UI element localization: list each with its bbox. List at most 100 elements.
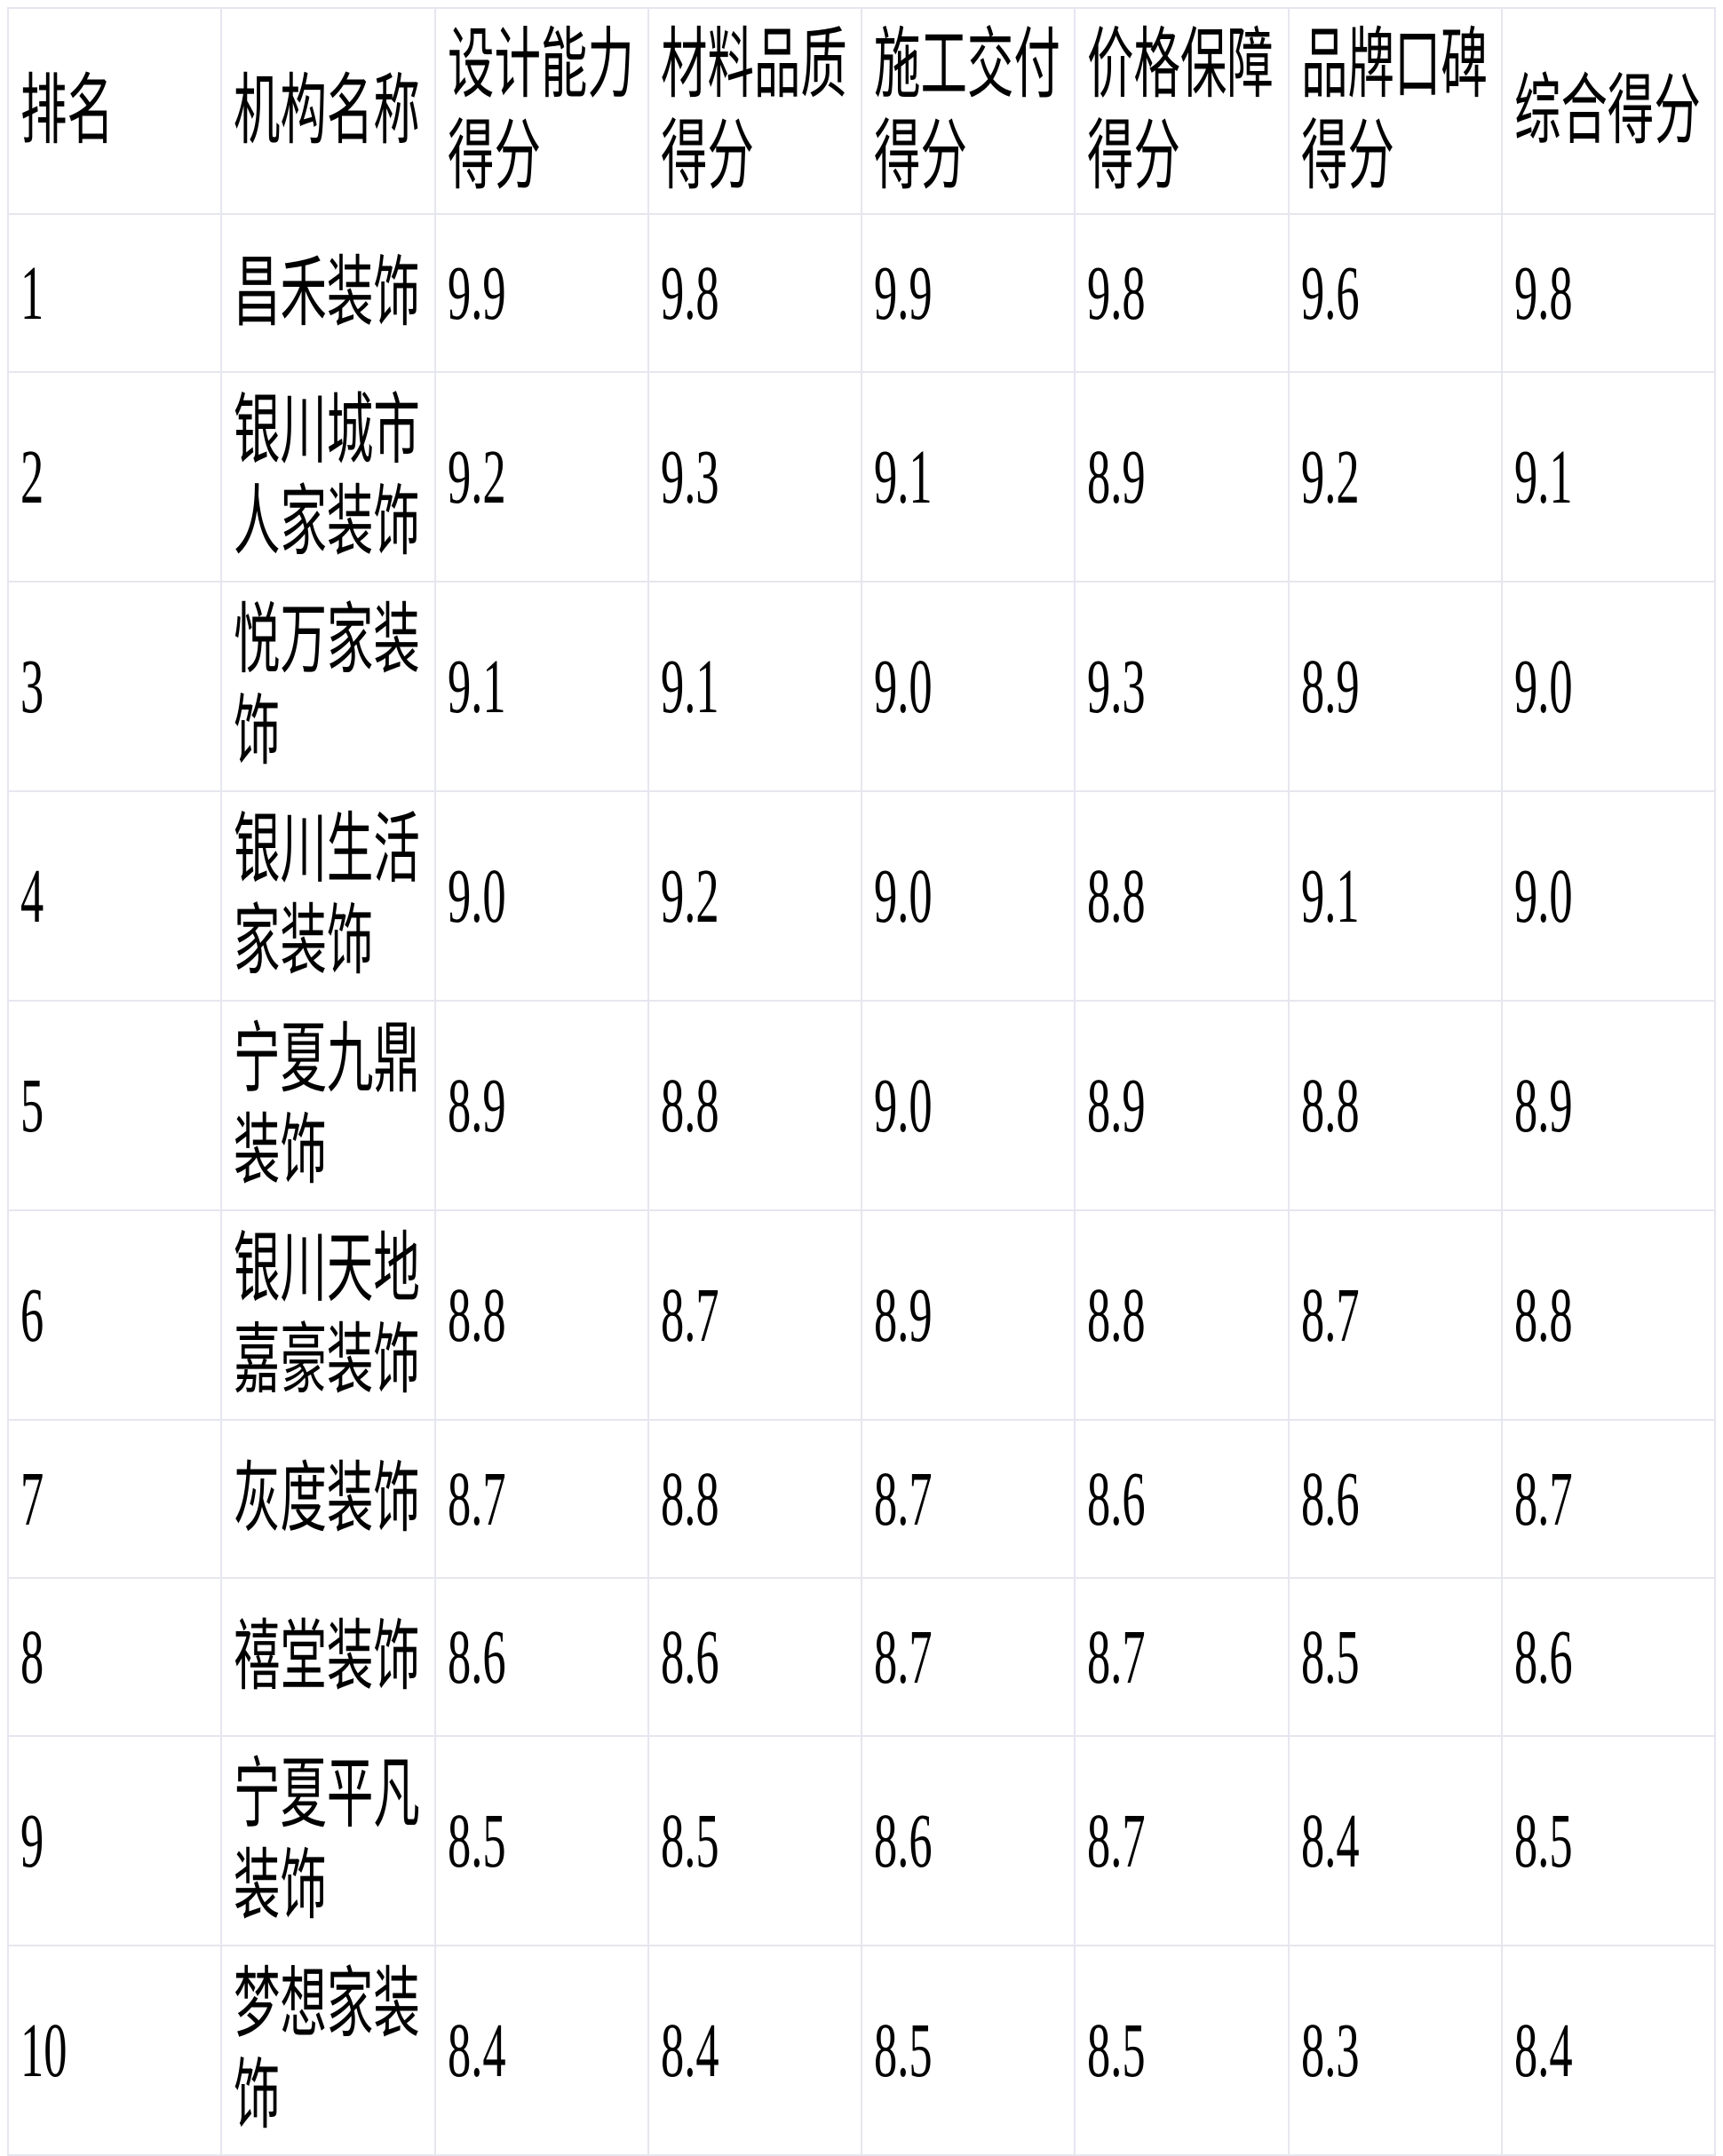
rank-cell: 1 — [6, 213, 223, 373]
price-score: 8.9 — [1087, 1061, 1146, 1148]
agency-name: 禧堂装饰 — [234, 1613, 421, 1700]
table-body: 1 昌禾装饰 9.9 9.8 9.9 9.8 9.6 9.8 2 银川城市人家装… — [6, 213, 1717, 2156]
overall-score: 8.9 — [1513, 1061, 1573, 1148]
reputation-score: 9.2 — [1300, 432, 1360, 519]
material-score-cell: 9.1 — [647, 581, 863, 792]
construction-score: 8.7 — [874, 1613, 933, 1700]
material-score: 9.1 — [660, 642, 719, 729]
overall-score-cell: 9.1 — [1500, 371, 1717, 583]
price-score: 8.9 — [1087, 432, 1146, 519]
material-score: 8.8 — [660, 1061, 719, 1148]
overall-score: 8.5 — [1513, 1796, 1573, 1883]
construction-score: 9.0 — [874, 1061, 933, 1148]
rank-value: 6 — [20, 1271, 44, 1358]
price-score-cell: 9.8 — [1074, 213, 1290, 373]
table-row: 1 昌禾装饰 9.9 9.8 9.9 9.8 9.6 9.8 — [6, 213, 1717, 373]
agency-name-cell: 悦万家装饰 — [220, 581, 436, 792]
overall-score: 9.8 — [1513, 249, 1573, 336]
column-header-overall-score: 综合得分 — [1500, 7, 1717, 215]
construction-score-cell: 8.9 — [860, 1209, 1076, 1421]
construction-score-cell: 9.1 — [860, 371, 1076, 583]
rank-value: 7 — [20, 1455, 44, 1542]
table-header: 排名 机构名称 设计能力得分 材料品质得分 施工交付得分 价格保障得分 品牌口碑… — [6, 7, 1717, 215]
table-row: 3 悦万家装饰 9.1 9.1 9.0 9.3 8.9 9.0 — [6, 581, 1717, 792]
construction-score: 8.5 — [874, 2006, 933, 2093]
overall-score-cell: 8.9 — [1500, 1000, 1717, 1211]
reputation-score: 8.9 — [1300, 642, 1360, 729]
rank-value: 1 — [20, 249, 44, 336]
column-header-rank: 排名 — [6, 7, 223, 215]
price-score: 8.7 — [1087, 1796, 1146, 1883]
agency-name-cell: 昌禾装饰 — [220, 213, 436, 373]
price-score-cell: 8.7 — [1074, 1735, 1290, 1946]
column-header-price-score-label: 价格保障得分 — [1087, 21, 1274, 199]
design-score: 9.9 — [447, 249, 506, 336]
overall-score-cell: 8.5 — [1500, 1735, 1717, 1946]
design-score: 8.5 — [447, 1796, 506, 1883]
design-score-cell: 8.9 — [433, 1000, 649, 1211]
rank-value: 10 — [20, 2006, 67, 2093]
material-score: 9.2 — [660, 852, 719, 939]
agency-name: 宁夏九鼎装饰 — [234, 1016, 421, 1193]
design-score-cell: 9.9 — [433, 213, 649, 373]
price-score: 8.7 — [1087, 1613, 1146, 1700]
construction-score: 9.1 — [874, 432, 933, 519]
price-score-cell: 8.9 — [1074, 371, 1290, 583]
overall-score-cell: 9.0 — [1500, 790, 1717, 1002]
rank-value: 2 — [20, 432, 44, 519]
construction-score-cell: 9.0 — [860, 1000, 1076, 1211]
price-score: 9.3 — [1087, 642, 1146, 729]
material-score-cell: 8.5 — [647, 1735, 863, 1946]
column-header-rank-label: 排名 — [20, 67, 114, 154]
rank-cell: 2 — [6, 371, 223, 583]
rank-cell: 6 — [6, 1209, 223, 1421]
agency-name-cell: 银川生活家装饰 — [220, 790, 436, 1002]
design-score-cell: 9.1 — [433, 581, 649, 792]
construction-score: 8.9 — [874, 1271, 933, 1358]
column-header-overall-score-label: 综合得分 — [1513, 67, 1701, 154]
overall-score: 8.4 — [1513, 2006, 1573, 2093]
table-row: 5 宁夏九鼎装饰 8.9 8.8 9.0 8.9 8.8 8.9 — [6, 1000, 1717, 1211]
agency-name: 梦想家装饰 — [234, 1961, 421, 2138]
agency-name: 宁夏平凡装饰 — [234, 1751, 421, 1929]
column-header-material-score-label: 材料品质得分 — [660, 21, 847, 199]
rank-cell: 4 — [6, 790, 223, 1002]
reputation-score: 9.6 — [1300, 249, 1360, 336]
material-score-cell: 9.3 — [647, 371, 863, 583]
table-row: 10 梦想家装饰 8.4 8.4 8.5 8.5 8.3 8.4 — [6, 1945, 1717, 2156]
rank-cell: 10 — [6, 1945, 223, 2156]
reputation-score-cell: 8.6 — [1287, 1419, 1503, 1579]
column-header-agency-name-label: 机构名称 — [234, 67, 421, 154]
construction-score: 9.9 — [874, 249, 933, 336]
price-score: 8.6 — [1087, 1455, 1146, 1542]
design-score-cell: 9.2 — [433, 371, 649, 583]
construction-score-cell: 8.7 — [860, 1419, 1076, 1579]
reputation-score-cell: 8.7 — [1287, 1209, 1503, 1421]
reputation-score-cell: 8.9 — [1287, 581, 1503, 792]
table-row: 8 禧堂装饰 8.6 8.6 8.7 8.7 8.5 8.6 — [6, 1577, 1717, 1737]
price-score-cell: 8.9 — [1074, 1000, 1290, 1211]
column-header-reputation-score: 品牌口碑得分 — [1287, 7, 1503, 215]
column-header-price-score: 价格保障得分 — [1074, 7, 1290, 215]
agency-name: 悦万家装饰 — [234, 597, 421, 774]
reputation-score-cell: 9.6 — [1287, 213, 1503, 373]
agency-name-cell: 银川天地嘉豪装饰 — [220, 1209, 436, 1421]
reputation-score: 8.8 — [1300, 1061, 1360, 1148]
price-score: 8.5 — [1087, 2006, 1146, 2093]
reputation-score: 8.6 — [1300, 1455, 1360, 1542]
overall-score: 9.1 — [1513, 432, 1573, 519]
material-score-cell: 8.8 — [647, 1419, 863, 1579]
overall-score: 8.8 — [1513, 1271, 1573, 1358]
rank-value: 3 — [20, 642, 44, 729]
construction-score-cell: 9.0 — [860, 790, 1076, 1002]
material-score: 9.8 — [660, 249, 719, 336]
agency-name-cell: 梦想家装饰 — [220, 1945, 436, 2156]
design-score: 8.7 — [447, 1455, 506, 1542]
price-score-cell: 8.8 — [1074, 790, 1290, 1002]
design-score-cell: 8.5 — [433, 1735, 649, 1946]
rank-value: 5 — [20, 1061, 44, 1148]
overall-score-cell: 8.4 — [1500, 1945, 1717, 2156]
table-row: 6 银川天地嘉豪装饰 8.8 8.7 8.9 8.8 8.7 8.8 — [6, 1209, 1717, 1421]
agency-ranking-table: 排名 机构名称 设计能力得分 材料品质得分 施工交付得分 价格保障得分 品牌口碑… — [6, 7, 1717, 2156]
overall-score: 8.6 — [1513, 1613, 1573, 1700]
